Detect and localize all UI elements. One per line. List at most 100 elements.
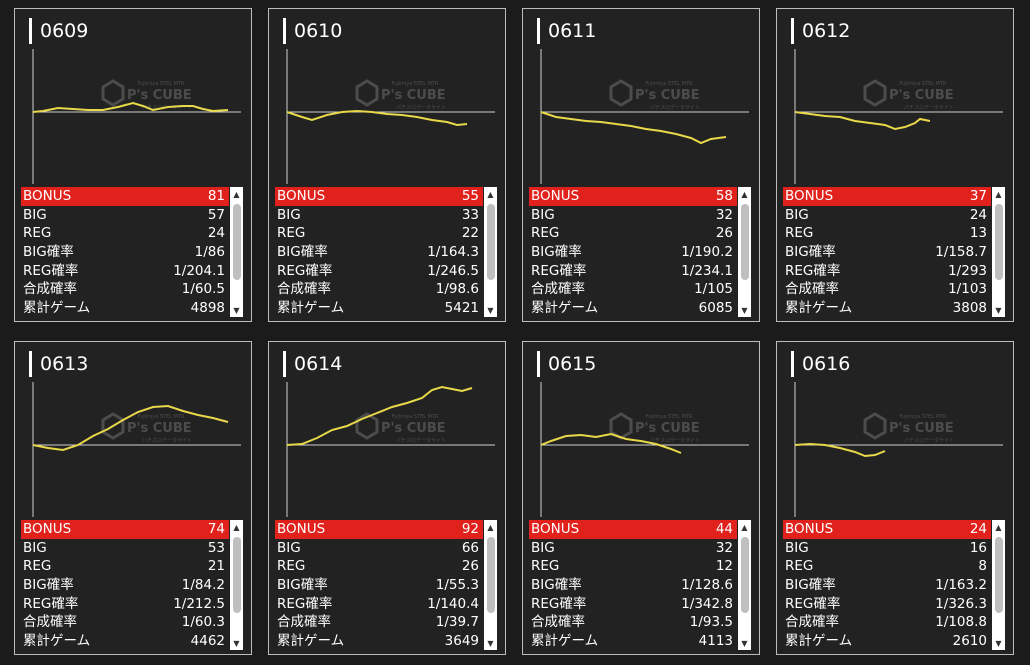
machine-card-0615[interactable]: 0615 Fujimiya STEL MTR P's CUBE パチスロデータサイト B… bbox=[522, 341, 760, 655]
scroll-thumb[interactable] bbox=[486, 204, 495, 280]
machine-number: 0616 bbox=[802, 353, 851, 375]
machine-card-0616[interactable]: 0616 Fujimiya STEL MTR P's CUBE パチスロデータサイト B… bbox=[776, 341, 1014, 655]
stats-scrollbar[interactable]: ▲ ▼ bbox=[230, 520, 243, 650]
stat-row-reg-rate: REG確率 1/234.1 bbox=[529, 262, 737, 281]
scroll-up-icon[interactable]: ▲ bbox=[995, 189, 1002, 199]
stats-scrollbar[interactable]: ▲ ▼ bbox=[484, 187, 497, 317]
stat-label: 合成確率 bbox=[785, 614, 839, 631]
title-accent-bar bbox=[283, 351, 286, 377]
machine-card-0612[interactable]: 0612 Fujimiya STEL MTR P's CUBE パチスロデータサイト B… bbox=[776, 8, 1014, 322]
stat-label: BONUS bbox=[785, 521, 834, 537]
machine-card-0610[interactable]: 0610 Fujimiya STEL MTR P's CUBE パチスロデータサイト B… bbox=[268, 8, 506, 322]
stat-row-total-games: 累計ゲーム 4462 bbox=[21, 632, 229, 651]
stat-label: REG確率 bbox=[277, 595, 333, 612]
stat-value: 4898 bbox=[190, 300, 225, 317]
stat-label: 累計ゲーム bbox=[785, 300, 853, 317]
scroll-up-icon[interactable]: ▲ bbox=[233, 522, 240, 532]
scroll-thumb[interactable] bbox=[232, 204, 241, 280]
scroll-up-icon[interactable]: ▲ bbox=[487, 522, 494, 532]
cube-logo-icon bbox=[609, 79, 633, 107]
stat-value: 6085 bbox=[698, 300, 733, 317]
stat-row-total-games: 累計ゲーム 4898 bbox=[21, 299, 229, 318]
stats-scrollbar[interactable]: ▲ ▼ bbox=[738, 187, 751, 317]
stat-row-combined-rate: 合成確率 1/108.8 bbox=[783, 613, 991, 632]
stat-label: BIG bbox=[277, 539, 301, 556]
stat-row-combined-rate: 合成確率 1/39.7 bbox=[275, 613, 483, 632]
stat-row-reg-rate: REG確率 1/246.5 bbox=[275, 262, 483, 281]
stat-label: 合成確率 bbox=[23, 281, 77, 298]
watermark-top-text: Fujimiya STEL MTR bbox=[137, 414, 185, 420]
stat-label: 累計ゲーム bbox=[531, 300, 599, 317]
stats-list[interactable]: BONUS 92 BIG 66 REG 26 BIG確率 1/55.3 REG確率 1/140.4… bbox=[275, 520, 483, 651]
scroll-thumb[interactable] bbox=[994, 204, 1003, 280]
stat-value: 22 bbox=[461, 225, 479, 242]
stat-value: 13 bbox=[969, 225, 987, 242]
scroll-thumb[interactable] bbox=[232, 537, 241, 613]
scroll-thumb[interactable] bbox=[486, 537, 495, 613]
stat-label: REG確率 bbox=[785, 262, 841, 279]
stat-value: 1/60.3 bbox=[181, 614, 225, 631]
stat-row-bonus: BONUS 24 bbox=[783, 520, 991, 539]
scroll-up-icon[interactable]: ▲ bbox=[995, 522, 1002, 532]
stat-label: 合成確率 bbox=[531, 614, 585, 631]
machine-card-0609[interactable]: 0609 Fujimiya STEL MTR P's CUBE パチスロデータサイト B… bbox=[14, 8, 252, 322]
stats-scrollbar[interactable]: ▲ ▼ bbox=[230, 187, 243, 317]
stat-row-bonus: BONUS 37 bbox=[783, 187, 991, 206]
watermark-bottom-text: パチスロデータサイト bbox=[904, 437, 954, 444]
scroll-up-icon[interactable]: ▲ bbox=[741, 522, 748, 532]
slump-line bbox=[286, 109, 468, 127]
stats-scrollbar[interactable]: ▲ ▼ bbox=[992, 187, 1005, 317]
stat-value: 3808 bbox=[952, 300, 987, 317]
stat-label: REG bbox=[23, 558, 52, 575]
stats-list[interactable]: BONUS 44 BIG 32 REG 12 BIG確率 1/128.6 REG確率 1/342.… bbox=[529, 520, 737, 651]
stats-list[interactable]: BONUS 55 BIG 33 REG 22 BIG確率 1/164.3 REG確率 1/246.… bbox=[275, 187, 483, 318]
stat-value: 1/86 bbox=[194, 244, 225, 261]
stat-label: 累計ゲーム bbox=[531, 633, 599, 650]
stats-scrollbar[interactable]: ▲ ▼ bbox=[992, 520, 1005, 650]
scroll-down-icon[interactable]: ▼ bbox=[995, 638, 1002, 648]
stats-scrollbar[interactable]: ▲ ▼ bbox=[484, 520, 497, 650]
stats-list[interactable]: BONUS 74 BIG 53 REG 21 BIG確率 1/84.2 REG確率 1/212.5… bbox=[21, 520, 229, 651]
stat-value: 53 bbox=[207, 539, 225, 556]
machine-card-0613[interactable]: 0613 Fujimiya STEL MTR P's CUBE パチスロデータサイト B… bbox=[14, 341, 252, 655]
stat-value: 32 bbox=[715, 539, 733, 556]
scroll-down-icon[interactable]: ▼ bbox=[995, 305, 1002, 315]
stat-label: 累計ゲーム bbox=[23, 300, 91, 317]
stat-row-bonus: BONUS 81 bbox=[21, 187, 229, 206]
stats-list[interactable]: BONUS 37 BIG 24 REG 13 BIG確率 1/158.7 REG確率 1/293 合… bbox=[783, 187, 991, 318]
scroll-down-icon[interactable]: ▼ bbox=[233, 305, 240, 315]
machine-card-0611[interactable]: 0611 Fujimiya STEL MTR P's CUBE パチスロデータサイト B… bbox=[522, 8, 760, 322]
scroll-down-icon[interactable]: ▼ bbox=[233, 638, 240, 648]
scroll-down-icon[interactable]: ▼ bbox=[741, 638, 748, 648]
scroll-down-icon[interactable]: ▼ bbox=[487, 305, 494, 315]
scroll-down-icon[interactable]: ▼ bbox=[487, 638, 494, 648]
stat-label: BONUS bbox=[277, 188, 326, 204]
stat-row-total-games: 累計ゲーム 6085 bbox=[529, 299, 737, 318]
stats-list[interactable]: BONUS 81 BIG 57 REG 24 BIG確率 1/86 REG確率 1/204.1 合成… bbox=[21, 187, 229, 318]
stat-row-total-games: 累計ゲーム 4113 bbox=[529, 632, 737, 651]
scroll-up-icon[interactable]: ▲ bbox=[233, 189, 240, 199]
stats-list[interactable]: BONUS 58 BIG 32 REG 26 BIG確率 1/190.2 REG確率 1/234.… bbox=[529, 187, 737, 318]
scroll-up-icon[interactable]: ▲ bbox=[487, 189, 494, 199]
watermark-bottom-text: パチスロデータサイト bbox=[396, 437, 446, 444]
machine-card-0614[interactable]: 0614 Fujimiya STEL MTR P's CUBE パチスロデータサイト B… bbox=[268, 341, 506, 655]
scroll-thumb[interactable] bbox=[994, 537, 1003, 613]
stat-label: 累計ゲーム bbox=[277, 633, 345, 650]
machine-number: 0613 bbox=[40, 353, 89, 375]
stats-scrollbar[interactable]: ▲ ▼ bbox=[738, 520, 751, 650]
scroll-thumb[interactable] bbox=[740, 537, 749, 613]
stat-row-reg-rate: REG確率 1/326.3 bbox=[783, 595, 991, 614]
scroll-thumb[interactable] bbox=[740, 204, 749, 280]
watermark-brand: P's CUBE bbox=[635, 88, 700, 103]
stat-label: 合成確率 bbox=[785, 281, 839, 298]
stats-list[interactable]: BONUS 24 BIG 16 REG 8 BIG確率 1/163.2 REG確率 1/326.3… bbox=[783, 520, 991, 651]
slump-line bbox=[286, 385, 473, 446]
stat-row-reg-rate: REG確率 1/342.8 bbox=[529, 595, 737, 614]
stat-label: REG bbox=[277, 225, 306, 242]
scroll-up-icon[interactable]: ▲ bbox=[741, 189, 748, 199]
scroll-down-icon[interactable]: ▼ bbox=[741, 305, 748, 315]
stat-value: 81 bbox=[207, 188, 225, 204]
stat-row-reg-rate: REG確率 1/140.4 bbox=[275, 595, 483, 614]
